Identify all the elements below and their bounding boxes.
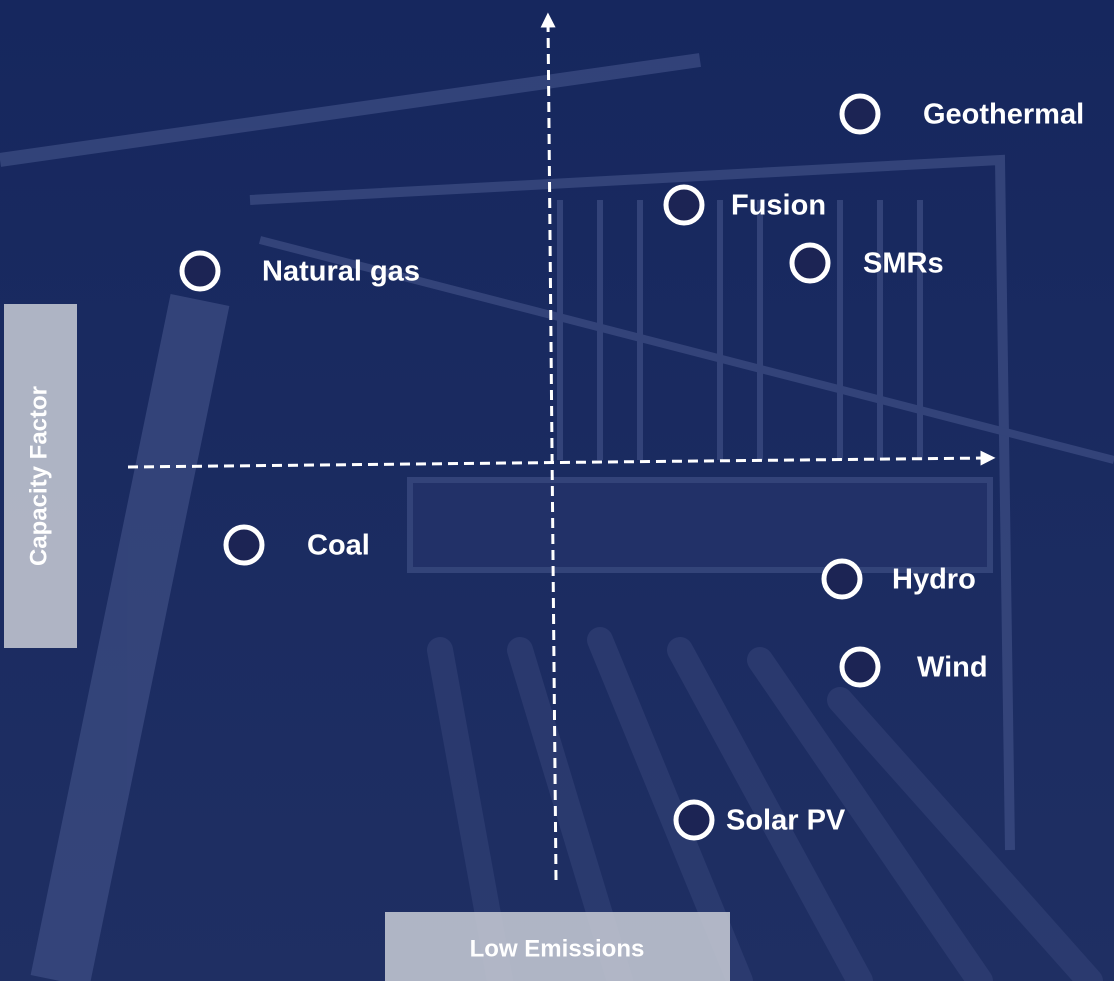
x-label-box bbox=[385, 912, 730, 981]
node-marker bbox=[663, 184, 705, 226]
x-axis-label: Low Emissions bbox=[470, 935, 645, 962]
node-marker bbox=[789, 242, 831, 284]
node-label: Solar PV bbox=[726, 805, 846, 837]
node: Solar PV bbox=[673, 799, 846, 841]
node: Geothermal bbox=[839, 93, 1084, 135]
node-label: Wind bbox=[917, 652, 988, 684]
node: Fusion bbox=[663, 184, 826, 226]
node-marker bbox=[673, 799, 715, 841]
node-label: Natural gas bbox=[262, 256, 420, 288]
node-label: SMRs bbox=[863, 248, 944, 280]
node-marker bbox=[821, 558, 863, 600]
node-marker bbox=[839, 646, 881, 688]
background-structure bbox=[0, 53, 1114, 981]
node-marker bbox=[223, 524, 265, 566]
node: Natural gas bbox=[179, 250, 420, 292]
y-label-box bbox=[4, 304, 77, 648]
node-label: Fusion bbox=[731, 190, 826, 222]
node-label: Hydro bbox=[892, 564, 976, 596]
node-label: Coal bbox=[307, 530, 370, 562]
node-marker bbox=[839, 93, 881, 135]
node: Hydro bbox=[821, 558, 976, 600]
node-marker bbox=[179, 250, 221, 292]
node: SMRs bbox=[789, 242, 944, 284]
node: Wind bbox=[839, 646, 988, 688]
node-label: Geothermal bbox=[923, 99, 1084, 131]
y-axis-label: Capacity Factor bbox=[25, 386, 52, 566]
node: Coal bbox=[223, 524, 370, 566]
